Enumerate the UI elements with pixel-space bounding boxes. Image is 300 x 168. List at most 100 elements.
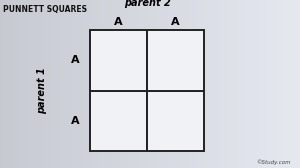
Text: PUNNETT SQUARES: PUNNETT SQUARES [3, 5, 87, 14]
Bar [213, 0, 216, 168]
Bar [0, 0, 3, 168]
Bar [75, 0, 78, 168]
Bar [45, 0, 48, 168]
Bar [12, 0, 15, 168]
Bar [99, 0, 102, 168]
Bar [297, 0, 300, 168]
Bar [285, 0, 288, 168]
Bar [186, 0, 189, 168]
Bar [147, 30, 204, 91]
Bar [42, 0, 45, 168]
Bar [171, 0, 174, 168]
Bar [51, 0, 54, 168]
Bar [225, 0, 228, 168]
Bar [252, 0, 255, 168]
Bar [78, 0, 81, 168]
Bar [21, 0, 24, 168]
Bar [150, 0, 153, 168]
Bar [192, 0, 195, 168]
Bar [195, 0, 198, 168]
Bar [189, 0, 192, 168]
Bar [288, 0, 291, 168]
Bar [9, 0, 12, 168]
Bar [6, 0, 9, 168]
Bar [135, 0, 138, 168]
Text: A: A [71, 55, 79, 66]
Bar [114, 0, 117, 168]
Bar [123, 0, 126, 168]
Bar [117, 0, 120, 168]
Bar [291, 0, 294, 168]
Bar [231, 0, 234, 168]
Bar [102, 0, 105, 168]
Bar [57, 0, 60, 168]
Bar [36, 0, 39, 168]
Bar [108, 0, 111, 168]
Bar [90, 0, 93, 168]
Bar [294, 0, 297, 168]
Bar [258, 0, 261, 168]
Bar [72, 0, 75, 168]
Bar [138, 0, 141, 168]
Bar [270, 0, 273, 168]
Bar [141, 0, 144, 168]
Bar [207, 0, 210, 168]
Bar [69, 0, 72, 168]
Bar [111, 0, 114, 168]
Bar [219, 0, 222, 168]
Bar [273, 0, 276, 168]
Bar [93, 0, 96, 168]
Bar [246, 0, 249, 168]
Bar [144, 0, 147, 168]
Bar [237, 0, 240, 168]
Bar [18, 0, 21, 168]
Bar [60, 0, 63, 168]
Bar [54, 0, 57, 168]
Bar [264, 0, 267, 168]
Bar [24, 0, 27, 168]
Bar [156, 0, 159, 168]
Bar [33, 0, 36, 168]
Bar [63, 0, 66, 168]
Bar [48, 0, 51, 168]
Text: parent 1: parent 1 [37, 67, 47, 114]
Bar [162, 0, 165, 168]
Bar [90, 30, 147, 91]
Bar [105, 0, 108, 168]
Bar [240, 0, 243, 168]
Bar [174, 0, 177, 168]
Text: A: A [71, 116, 79, 126]
Bar [129, 0, 132, 168]
Bar [84, 0, 87, 168]
Bar [198, 0, 201, 168]
Bar [126, 0, 129, 168]
Bar [279, 0, 282, 168]
Bar [282, 0, 285, 168]
Bar [255, 0, 258, 168]
Bar [234, 0, 237, 168]
Bar [96, 0, 99, 168]
Bar [90, 91, 147, 151]
Bar [147, 0, 150, 168]
Bar [120, 0, 123, 168]
Bar [168, 0, 171, 168]
Bar [177, 0, 180, 168]
Bar [243, 0, 246, 168]
Bar [81, 0, 84, 168]
Bar [261, 0, 264, 168]
Text: A: A [114, 17, 123, 27]
Bar [147, 91, 204, 151]
Bar [159, 0, 162, 168]
Bar [249, 0, 252, 168]
Bar [222, 0, 225, 168]
Bar [15, 0, 18, 168]
Bar [228, 0, 231, 168]
Bar [201, 0, 204, 168]
Bar [267, 0, 270, 168]
Bar [27, 0, 30, 168]
Bar [165, 0, 168, 168]
Bar [39, 0, 42, 168]
Bar [216, 0, 219, 168]
Bar [66, 0, 69, 168]
Bar [30, 0, 33, 168]
